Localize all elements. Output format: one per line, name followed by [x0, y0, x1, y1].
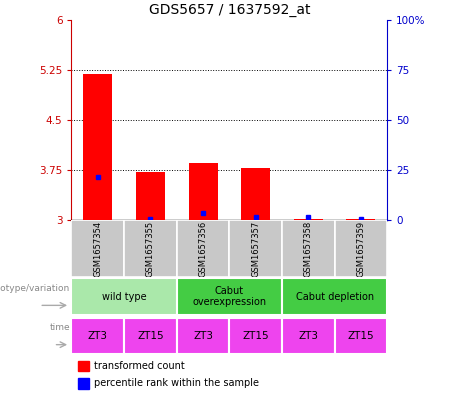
- Text: GSM1657357: GSM1657357: [251, 220, 260, 277]
- Text: time: time: [49, 323, 70, 332]
- FancyBboxPatch shape: [71, 278, 177, 315]
- Title: GDS5657 / 1637592_at: GDS5657 / 1637592_at: [148, 3, 310, 17]
- Bar: [83, 74, 112, 220]
- Bar: [294, 219, 323, 220]
- Text: percentile rank within the sample: percentile rank within the sample: [94, 378, 259, 388]
- Text: genotype/variation: genotype/variation: [0, 284, 70, 292]
- FancyBboxPatch shape: [177, 278, 282, 315]
- Text: Cabut
overexpression: Cabut overexpression: [192, 286, 266, 307]
- FancyBboxPatch shape: [177, 318, 229, 354]
- Text: wild type: wild type: [102, 292, 147, 302]
- Bar: [189, 163, 218, 220]
- FancyBboxPatch shape: [177, 220, 229, 277]
- Bar: [347, 219, 375, 220]
- Text: GSM1657356: GSM1657356: [199, 220, 207, 277]
- Text: transformed count: transformed count: [94, 361, 184, 371]
- Text: GSM1657359: GSM1657359: [356, 220, 366, 277]
- Text: ZT3: ZT3: [88, 331, 108, 341]
- FancyBboxPatch shape: [124, 220, 177, 277]
- Text: ZT15: ZT15: [137, 331, 164, 341]
- Bar: [78, 378, 89, 389]
- Text: ZT3: ZT3: [298, 331, 318, 341]
- FancyBboxPatch shape: [335, 220, 387, 277]
- FancyBboxPatch shape: [71, 220, 124, 277]
- FancyBboxPatch shape: [282, 318, 335, 354]
- FancyBboxPatch shape: [335, 318, 387, 354]
- Text: GSM1657355: GSM1657355: [146, 220, 155, 277]
- FancyBboxPatch shape: [282, 220, 335, 277]
- Bar: [78, 361, 89, 371]
- Text: ZT15: ZT15: [348, 331, 374, 341]
- Text: Cabut depletion: Cabut depletion: [296, 292, 374, 302]
- Bar: [241, 168, 270, 220]
- FancyBboxPatch shape: [124, 318, 177, 354]
- Bar: [136, 172, 165, 220]
- FancyBboxPatch shape: [282, 278, 387, 315]
- FancyBboxPatch shape: [229, 220, 282, 277]
- Text: GSM1657358: GSM1657358: [304, 220, 313, 277]
- Text: ZT15: ZT15: [242, 331, 269, 341]
- Text: ZT3: ZT3: [193, 331, 213, 341]
- FancyBboxPatch shape: [71, 318, 124, 354]
- FancyBboxPatch shape: [229, 318, 282, 354]
- Text: GSM1657354: GSM1657354: [93, 220, 102, 277]
